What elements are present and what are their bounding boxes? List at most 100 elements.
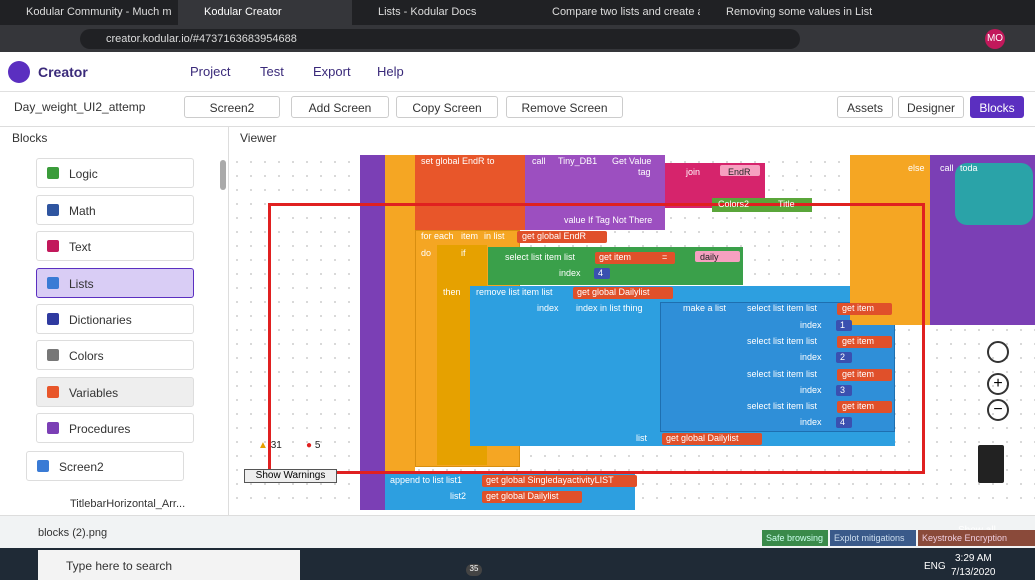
remove-screen[interactable]: Remove Screen [506,96,623,118]
trash[interactable] [978,445,1004,483]
block-text: index [800,352,822,362]
add-screen[interactable]: Add Screen [291,96,389,118]
block-text: select list item list [747,369,818,379]
designer[interactable]: Designer [898,96,964,118]
category[interactable]: Lists [36,268,194,298]
tab[interactable]: Removing some values in List [726,6,873,18]
block-text: get item [599,252,632,262]
date: 7/13/2020 [951,567,996,578]
tab[interactable]: Kodular Community - Much m [26,6,172,18]
omnibox[interactable] [80,29,800,49]
language: ENG [924,561,946,572]
text-block [720,165,760,176]
get-block [837,303,892,315]
show-warnings[interactable]: Show Warnings [244,469,337,483]
get-block [595,252,675,264]
block-text: get item [842,303,875,313]
get-block [837,369,892,381]
block-text: Colors2 [718,199,750,209]
block-text: call [532,156,546,166]
menu-item[interactable]: Help [377,64,404,79]
security-item: Safe browsing [762,530,828,546]
label: Variables [69,386,119,400]
download-file[interactable]: blocks (2).png [38,527,108,539]
category[interactable]: Procedures [36,413,194,443]
block-text: get item [842,401,875,411]
category[interactable]: Text [36,231,194,261]
label: Lists [69,277,94,291]
number-block [836,352,852,363]
block-text: if [461,248,466,258]
search-box[interactable]: Type here to search [38,550,300,580]
block-text: else [908,163,925,173]
block-text: tag [638,167,651,177]
number-block [594,268,610,279]
block-text: get global Dailylist [577,287,650,297]
category[interactable]: Colors [36,340,194,370]
category[interactable]: Math [36,195,194,225]
tab[interactable]: Lists - Kodular Docs [378,6,477,18]
profile[interactable]: MO [985,29,1005,49]
label: Colors [69,349,104,363]
badge: 35 [466,564,482,576]
error-count: ● 5 [306,440,321,451]
center[interactable] [987,341,1009,363]
block-text: index [800,417,822,427]
get-block [573,287,673,299]
label: Logic [69,167,98,181]
panel-title: Viewer [240,131,277,145]
zoom-out[interactable]: − [987,399,1009,421]
tab[interactable]: Compare two lists and create a [552,6,700,18]
highlight-box [268,203,925,474]
block-text: set global EndR to [421,156,495,166]
screen-select[interactable]: Screen2 [184,96,280,118]
get-block [837,401,892,413]
category[interactable]: Logic [36,158,194,188]
block-text: toda [960,163,978,173]
block-text: do [421,248,432,258]
get-block [662,433,762,445]
block-text: select list item list [747,303,818,313]
block-text: get item [842,336,875,346]
label: Procedures [69,422,131,436]
logo [8,61,30,83]
block-text: index [559,268,581,278]
block-text: append to list list1 [390,475,463,485]
block-text: 1 [840,320,846,330]
copy-screen[interactable]: Copy Screen [396,96,498,118]
block-text: 4 [598,268,604,278]
count: 31 [270,440,282,451]
zoom-in[interactable]: + [987,373,1009,395]
tree-item[interactable]: Screen2 [26,451,184,481]
mascot [955,163,1033,225]
block-text: list2 [450,491,467,501]
block [525,155,665,230]
block-text: for each [421,231,454,241]
number-block [836,417,852,428]
block-text: Tiny_DB1 [558,156,598,166]
block-text: then [443,287,461,297]
block-text: item [461,231,479,241]
divider [0,126,1035,127]
menu-item[interactable]: Test [260,64,284,79]
number-block [836,320,852,331]
block-text: get global SingledayactivityLIST [486,475,614,485]
tab[interactable]: Kodular Creator [178,0,352,25]
block-text: get global Dailylist [486,491,559,501]
block [415,155,525,230]
category[interactable]: Dictionaries [36,304,194,334]
assets[interactable]: Assets [837,96,893,118]
menu-item[interactable]: Project [190,64,231,79]
block [360,155,385,510]
block-text: Get Value [612,156,652,166]
block-text: 2 [840,352,846,362]
block-text: get global EndR [522,231,587,241]
tree-item[interactable]: TitlebarHorizontal_Arr... [70,498,186,510]
block-text: get global Dailylist [666,433,739,443]
get-block [482,491,582,503]
category[interactable]: Variables [36,377,194,407]
blocks-tab[interactable]: Blocks [970,96,1024,118]
menu-item[interactable]: Export [313,64,351,79]
app-header [0,52,1035,92]
